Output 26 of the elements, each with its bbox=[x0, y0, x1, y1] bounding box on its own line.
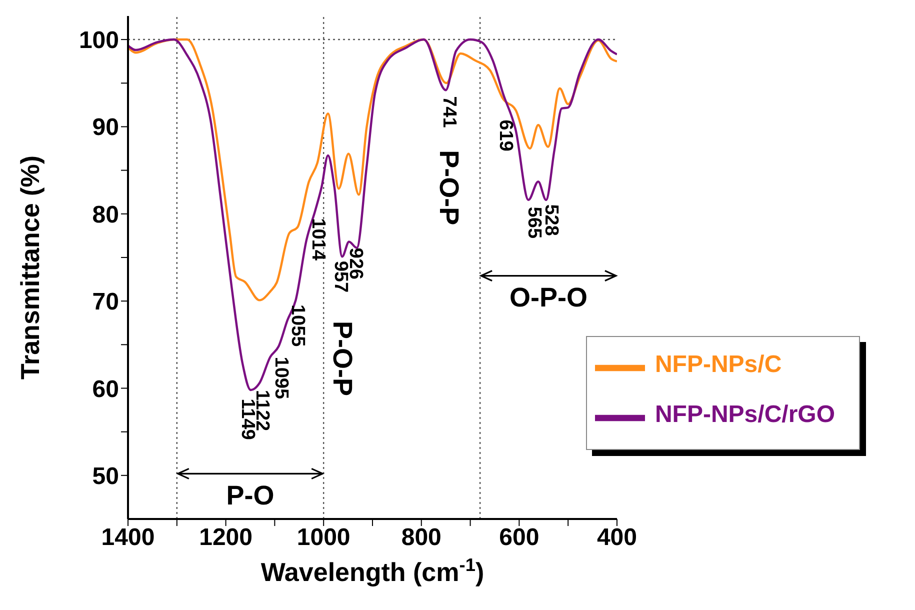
annotation: 565 bbox=[523, 206, 544, 239]
y-axis-title: Transmittance (%) bbox=[15, 156, 45, 380]
annotation: 1055 bbox=[287, 304, 308, 348]
x-tick-label: 1400 bbox=[101, 524, 155, 552]
x-tick-label: 800 bbox=[401, 524, 442, 552]
y-tick-label: 60 bbox=[92, 376, 119, 403]
y-tick-label: 70 bbox=[92, 288, 119, 316]
y-tick-label: 90 bbox=[92, 114, 119, 142]
annotation: 1095 bbox=[270, 356, 292, 400]
y-tick-label: 50 bbox=[92, 462, 119, 490]
x-tick-label: 1000 bbox=[296, 524, 350, 552]
annotation: P-O bbox=[226, 480, 274, 510]
legend-label: NFP-NPs/C/rGO bbox=[654, 400, 835, 428]
x-tick-label: 400 bbox=[596, 524, 637, 552]
annotation: P-O-P bbox=[434, 150, 464, 226]
x-tick-label: 1200 bbox=[199, 524, 252, 552]
y-tick-label: 80 bbox=[92, 201, 119, 228]
y-tick-label: 100 bbox=[78, 27, 119, 54]
x-tick-label: 600 bbox=[499, 524, 540, 552]
annotation: P-O-P bbox=[328, 321, 358, 396]
annotation: 619 bbox=[494, 120, 516, 152]
annotation: O-P-O bbox=[510, 282, 588, 313]
annotation: 1014 bbox=[308, 218, 329, 261]
legend-label: NFP-NPs/C bbox=[654, 350, 782, 378]
annotation: 741 bbox=[438, 96, 460, 128]
x-axis-title: Wavelength (cm$^{-1}$) bbox=[260, 555, 484, 587]
